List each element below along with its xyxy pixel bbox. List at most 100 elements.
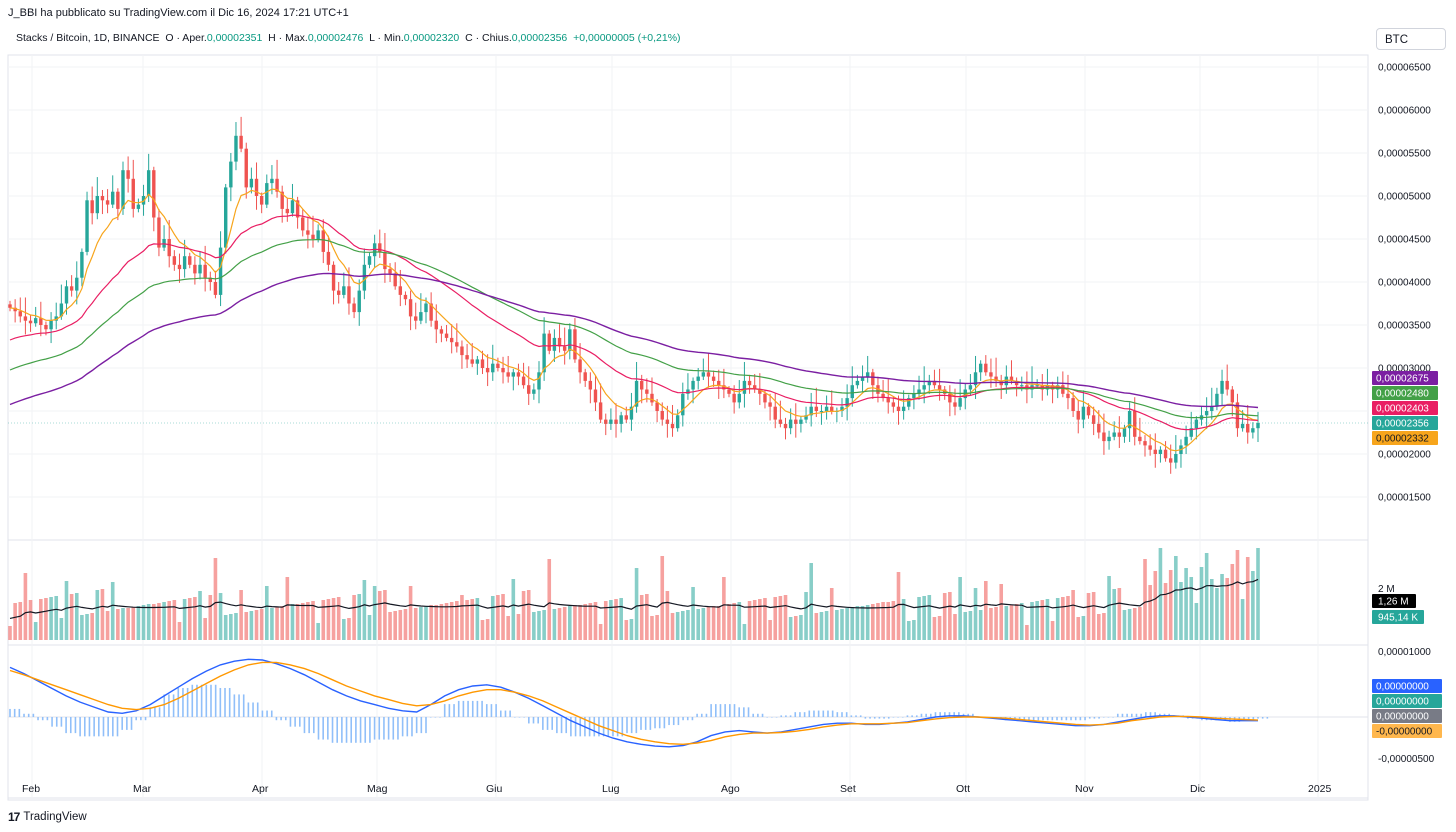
macd-histogram-bar bbox=[668, 717, 670, 726]
volume-bar bbox=[475, 598, 480, 640]
macd-histogram-bar bbox=[32, 713, 35, 717]
candle-body bbox=[573, 329, 577, 360]
macd-histogram-bar bbox=[481, 700, 483, 717]
volume-axis-label: 2 M bbox=[1378, 584, 1395, 595]
macd-histogram-bar bbox=[289, 717, 292, 727]
candle-body bbox=[28, 320, 33, 324]
volume-bar bbox=[680, 611, 685, 640]
macd-histogram-bar bbox=[836, 712, 839, 717]
volume-bar bbox=[506, 616, 510, 640]
candle-body bbox=[1143, 441, 1147, 446]
candle-body bbox=[1168, 458, 1173, 463]
macd-histogram-bar bbox=[471, 700, 474, 717]
macd-histogram-bar bbox=[144, 717, 147, 721]
candle-body bbox=[1235, 402, 1240, 429]
candle-body bbox=[259, 196, 264, 205]
candle-body bbox=[665, 419, 670, 424]
candle-body bbox=[593, 389, 598, 403]
price-tick-label: 0,00003000 bbox=[1378, 364, 1431, 375]
macd-histogram-bar bbox=[453, 704, 455, 717]
volume-bar bbox=[547, 559, 552, 640]
volume-bar bbox=[526, 590, 531, 640]
macd-histogram-bar bbox=[27, 713, 30, 717]
volume-bar bbox=[480, 620, 485, 640]
macd-histogram-bar bbox=[149, 707, 152, 717]
candle-body bbox=[1086, 406, 1091, 416]
time-tick-label: Set bbox=[840, 783, 856, 795]
macd-histogram-bar bbox=[944, 712, 946, 717]
volume-bar bbox=[69, 594, 74, 640]
high-value: 0,00002476 bbox=[307, 32, 364, 44]
volume-bar bbox=[927, 595, 932, 640]
volume-bar bbox=[716, 606, 721, 640]
candle-body bbox=[1066, 393, 1070, 399]
candle-body bbox=[49, 320, 53, 330]
time-tick-label: Feb bbox=[22, 783, 40, 795]
volume-bar bbox=[665, 591, 670, 640]
macd-histogram-bar bbox=[504, 710, 507, 717]
candle-body bbox=[922, 385, 926, 390]
volume-bar bbox=[727, 604, 731, 640]
candle-body bbox=[1061, 385, 1065, 394]
candle-body bbox=[213, 282, 218, 295]
volume-bar bbox=[1199, 567, 1204, 640]
volume-bar bbox=[290, 604, 295, 640]
candle-body bbox=[177, 264, 182, 270]
tradingview-brand: TradingView bbox=[23, 811, 87, 823]
candle-body bbox=[316, 230, 320, 239]
macd-histogram-bar bbox=[1154, 712, 1156, 717]
volume-bar bbox=[316, 623, 320, 640]
volume-bar bbox=[141, 605, 146, 640]
currency-button[interactable]: BTC bbox=[1376, 28, 1446, 50]
macd-histogram-bar bbox=[247, 702, 250, 717]
macd-histogram-bar bbox=[1121, 713, 1124, 717]
volume-bar bbox=[162, 602, 166, 640]
macd-histogram-bar bbox=[41, 717, 44, 721]
ma-red-line bbox=[9, 214, 1259, 431]
volume-bar bbox=[208, 595, 213, 640]
price-tick-label: 0,00006500 bbox=[1378, 63, 1431, 74]
candle-body bbox=[511, 372, 516, 377]
candle-body bbox=[295, 200, 300, 218]
volume-bar bbox=[501, 594, 505, 640]
macd-badge: 0,00000000 bbox=[1376, 697, 1429, 708]
macd-histogram-bar bbox=[98, 717, 100, 737]
macd-histogram-bar bbox=[813, 710, 815, 717]
volume-bar bbox=[90, 613, 94, 640]
candle-body bbox=[254, 178, 259, 196]
volume-bar bbox=[978, 610, 983, 640]
candle-body bbox=[1204, 411, 1209, 416]
macd-histogram-bar bbox=[83, 717, 86, 737]
candle-body bbox=[480, 359, 485, 368]
candle-body bbox=[886, 398, 890, 403]
candle-body bbox=[624, 415, 628, 420]
candle-body bbox=[860, 376, 865, 381]
macd-histogram-bar bbox=[878, 717, 881, 719]
volume-bar bbox=[429, 605, 433, 640]
candle-body bbox=[378, 243, 382, 252]
candle-body bbox=[640, 380, 644, 390]
macd-tick-label: -0,00000500 bbox=[1378, 754, 1435, 765]
candle-body bbox=[778, 419, 783, 424]
candle-body bbox=[516, 372, 521, 377]
macd-histogram-bar bbox=[743, 707, 745, 717]
ma-purple-badge-bg bbox=[1372, 371, 1438, 385]
candle-body bbox=[696, 376, 700, 381]
candle-body bbox=[634, 380, 639, 407]
macd-histogram-bar bbox=[649, 717, 652, 730]
volume-bar bbox=[23, 573, 28, 640]
candle-body bbox=[444, 333, 449, 338]
macd-badge: 0,00000000 bbox=[1376, 682, 1429, 693]
candle-body bbox=[429, 303, 433, 321]
volume-bar bbox=[342, 619, 346, 640]
volume-bar bbox=[398, 610, 403, 640]
volume-bar bbox=[419, 607, 423, 640]
macd-histogram-bar bbox=[1116, 713, 1119, 717]
macd-histogram-bar bbox=[238, 694, 240, 717]
candle-body bbox=[788, 419, 793, 429]
candle-body bbox=[557, 337, 562, 347]
macd-histogram-bar bbox=[18, 708, 21, 717]
volume-bar bbox=[331, 598, 336, 640]
volume-bar bbox=[1014, 604, 1019, 640]
